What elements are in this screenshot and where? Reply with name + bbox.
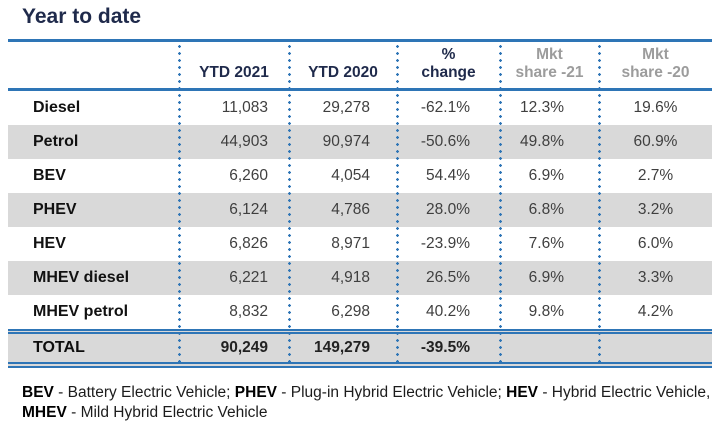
table-row: MHEV petrol 8,832 6,298 40.2% 9.8% 4.2%: [8, 295, 712, 329]
cell-ytd-2021: 6,221: [229, 269, 268, 286]
cell-mkt-share-20: 4.2%: [637, 303, 674, 320]
table-row: Petrol 44,903 90,974 -50.6% 49.8% 60.9%: [8, 125, 712, 159]
cell-pct-change: 40.2%: [426, 303, 470, 320]
cell-mkt-share-21: 7.6%: [528, 235, 564, 252]
cell-ytd-2021: 11,083: [221, 99, 268, 116]
footnote-line2: MHEV - Mild Hybrid Electric Vehicle: [22, 403, 268, 421]
cell-ytd-2021: 90,249: [220, 339, 268, 356]
cell-pct-change: -50.6%: [420, 133, 470, 150]
footnote: BEV - Battery Electric Vehicle; PHEV - P…: [22, 383, 712, 422]
row-label: BEV: [33, 167, 66, 184]
row-label: HEV: [33, 235, 66, 252]
cell-mkt-share-21: 6.8%: [528, 201, 564, 218]
column-header-row-label: [8, 42, 179, 88]
ytd-table: YTD 2021 YTD 2020 % change Mkt share -21 Mkt sh…: [8, 39, 712, 368]
cell-ytd-2021: 8,832: [229, 303, 268, 320]
cell-mkt-share-20: 3.3%: [637, 269, 674, 286]
cell-mkt-share-21: 6.9%: [528, 269, 564, 286]
table-header-row: YTD 2021 YTD 2020 % change Mkt share -21 Mkt sh…: [8, 39, 712, 91]
cell-mkt-share-20: 2.7%: [637, 167, 674, 184]
cell-ytd-2020: 90,974: [322, 133, 370, 150]
cell-ytd-2020: 4,786: [331, 201, 370, 218]
column-header-mkt-share-20: Mkt share -20: [621, 46, 690, 81]
cell-ytd-2020: 4,918: [331, 269, 370, 286]
cell-mkt-share-21: 9.8%: [528, 303, 564, 320]
cell-ytd-2020: 29,278: [322, 99, 370, 116]
table-body: Diesel 11,083 29,278 -62.1% 12.3% 19.6% Petrol…: [8, 91, 712, 368]
cell-mkt-share-20: 6.0%: [637, 235, 674, 252]
cell-pct-change: 54.4%: [426, 167, 470, 184]
cell-mkt-share-20: 3.2%: [637, 201, 674, 218]
row-label: Diesel: [33, 99, 81, 116]
footnote-line1: BEV - Battery Electric Vehicle; PHEV - P…: [22, 384, 711, 401]
cell-mkt-share-20: 60.9%: [633, 133, 678, 150]
cell-pct-change: -39.5%: [420, 339, 470, 356]
cell-mkt-share-21: 6.9%: [528, 167, 564, 184]
cell-pct-change: -23.9%: [420, 235, 470, 252]
cell-ytd-2021: 6,826: [229, 235, 268, 252]
row-label: PHEV: [33, 201, 77, 218]
column-header-ytd-2020: YTD 2020: [308, 64, 378, 81]
footnote-abbr-hev: HEV: [506, 384, 539, 401]
row-label: MHEV petrol: [33, 303, 129, 320]
cell-mkt-share-21: 12.3%: [520, 99, 564, 116]
footnote-abbr-mhev: MHEV: [22, 403, 67, 421]
footnote-abbr-bev: BEV: [22, 384, 54, 401]
table-row: MHEV diesel 6,221 4,918 26.5% 6.9% 3.3%: [8, 261, 712, 295]
table-row: HEV 6,826 8,971 -23.9% 7.6% 6.0%: [8, 227, 712, 261]
table-row: PHEV 6,124 4,786 28.0% 6.8% 3.2%: [8, 193, 712, 227]
column-header-pct-change: % change: [421, 46, 476, 81]
cell-pct-change: 26.5%: [426, 269, 470, 286]
table-row-total: TOTAL 90,249 149,279 -39.5%: [8, 329, 712, 368]
cell-ytd-2021: 44,903: [220, 133, 268, 150]
column-header-mkt-share-21: Mkt share -21: [515, 46, 584, 81]
cell-ytd-2020: 149,279: [313, 339, 370, 356]
table-row: BEV 6,260 4,054 54.4% 6.9% 2.7%: [8, 159, 712, 193]
cell-mkt-share-21: 49.8%: [520, 133, 564, 150]
cell-mkt-share-20: 19.6%: [633, 99, 678, 116]
column-header-ytd-2021: YTD 2021: [199, 64, 269, 81]
row-label: TOTAL: [33, 339, 85, 356]
cell-ytd-2021: 6,260: [229, 167, 268, 184]
cell-ytd-2020: 4,054: [331, 167, 370, 184]
cell-pct-change: 28.0%: [426, 201, 470, 218]
cell-ytd-2021: 6,124: [229, 201, 268, 218]
row-label: MHEV diesel: [33, 269, 130, 286]
row-label: Petrol: [33, 133, 79, 150]
cell-ytd-2020: 8,971: [331, 235, 370, 252]
page-title: Year to date: [22, 5, 142, 28]
cell-ytd-2020: 6,298: [331, 303, 370, 320]
cell-pct-change: -62.1%: [420, 99, 470, 116]
table-row: Diesel 11,083 29,278 -62.1% 12.3% 19.6%: [8, 91, 712, 125]
footnote-abbr-phev: PHEV: [234, 384, 277, 401]
